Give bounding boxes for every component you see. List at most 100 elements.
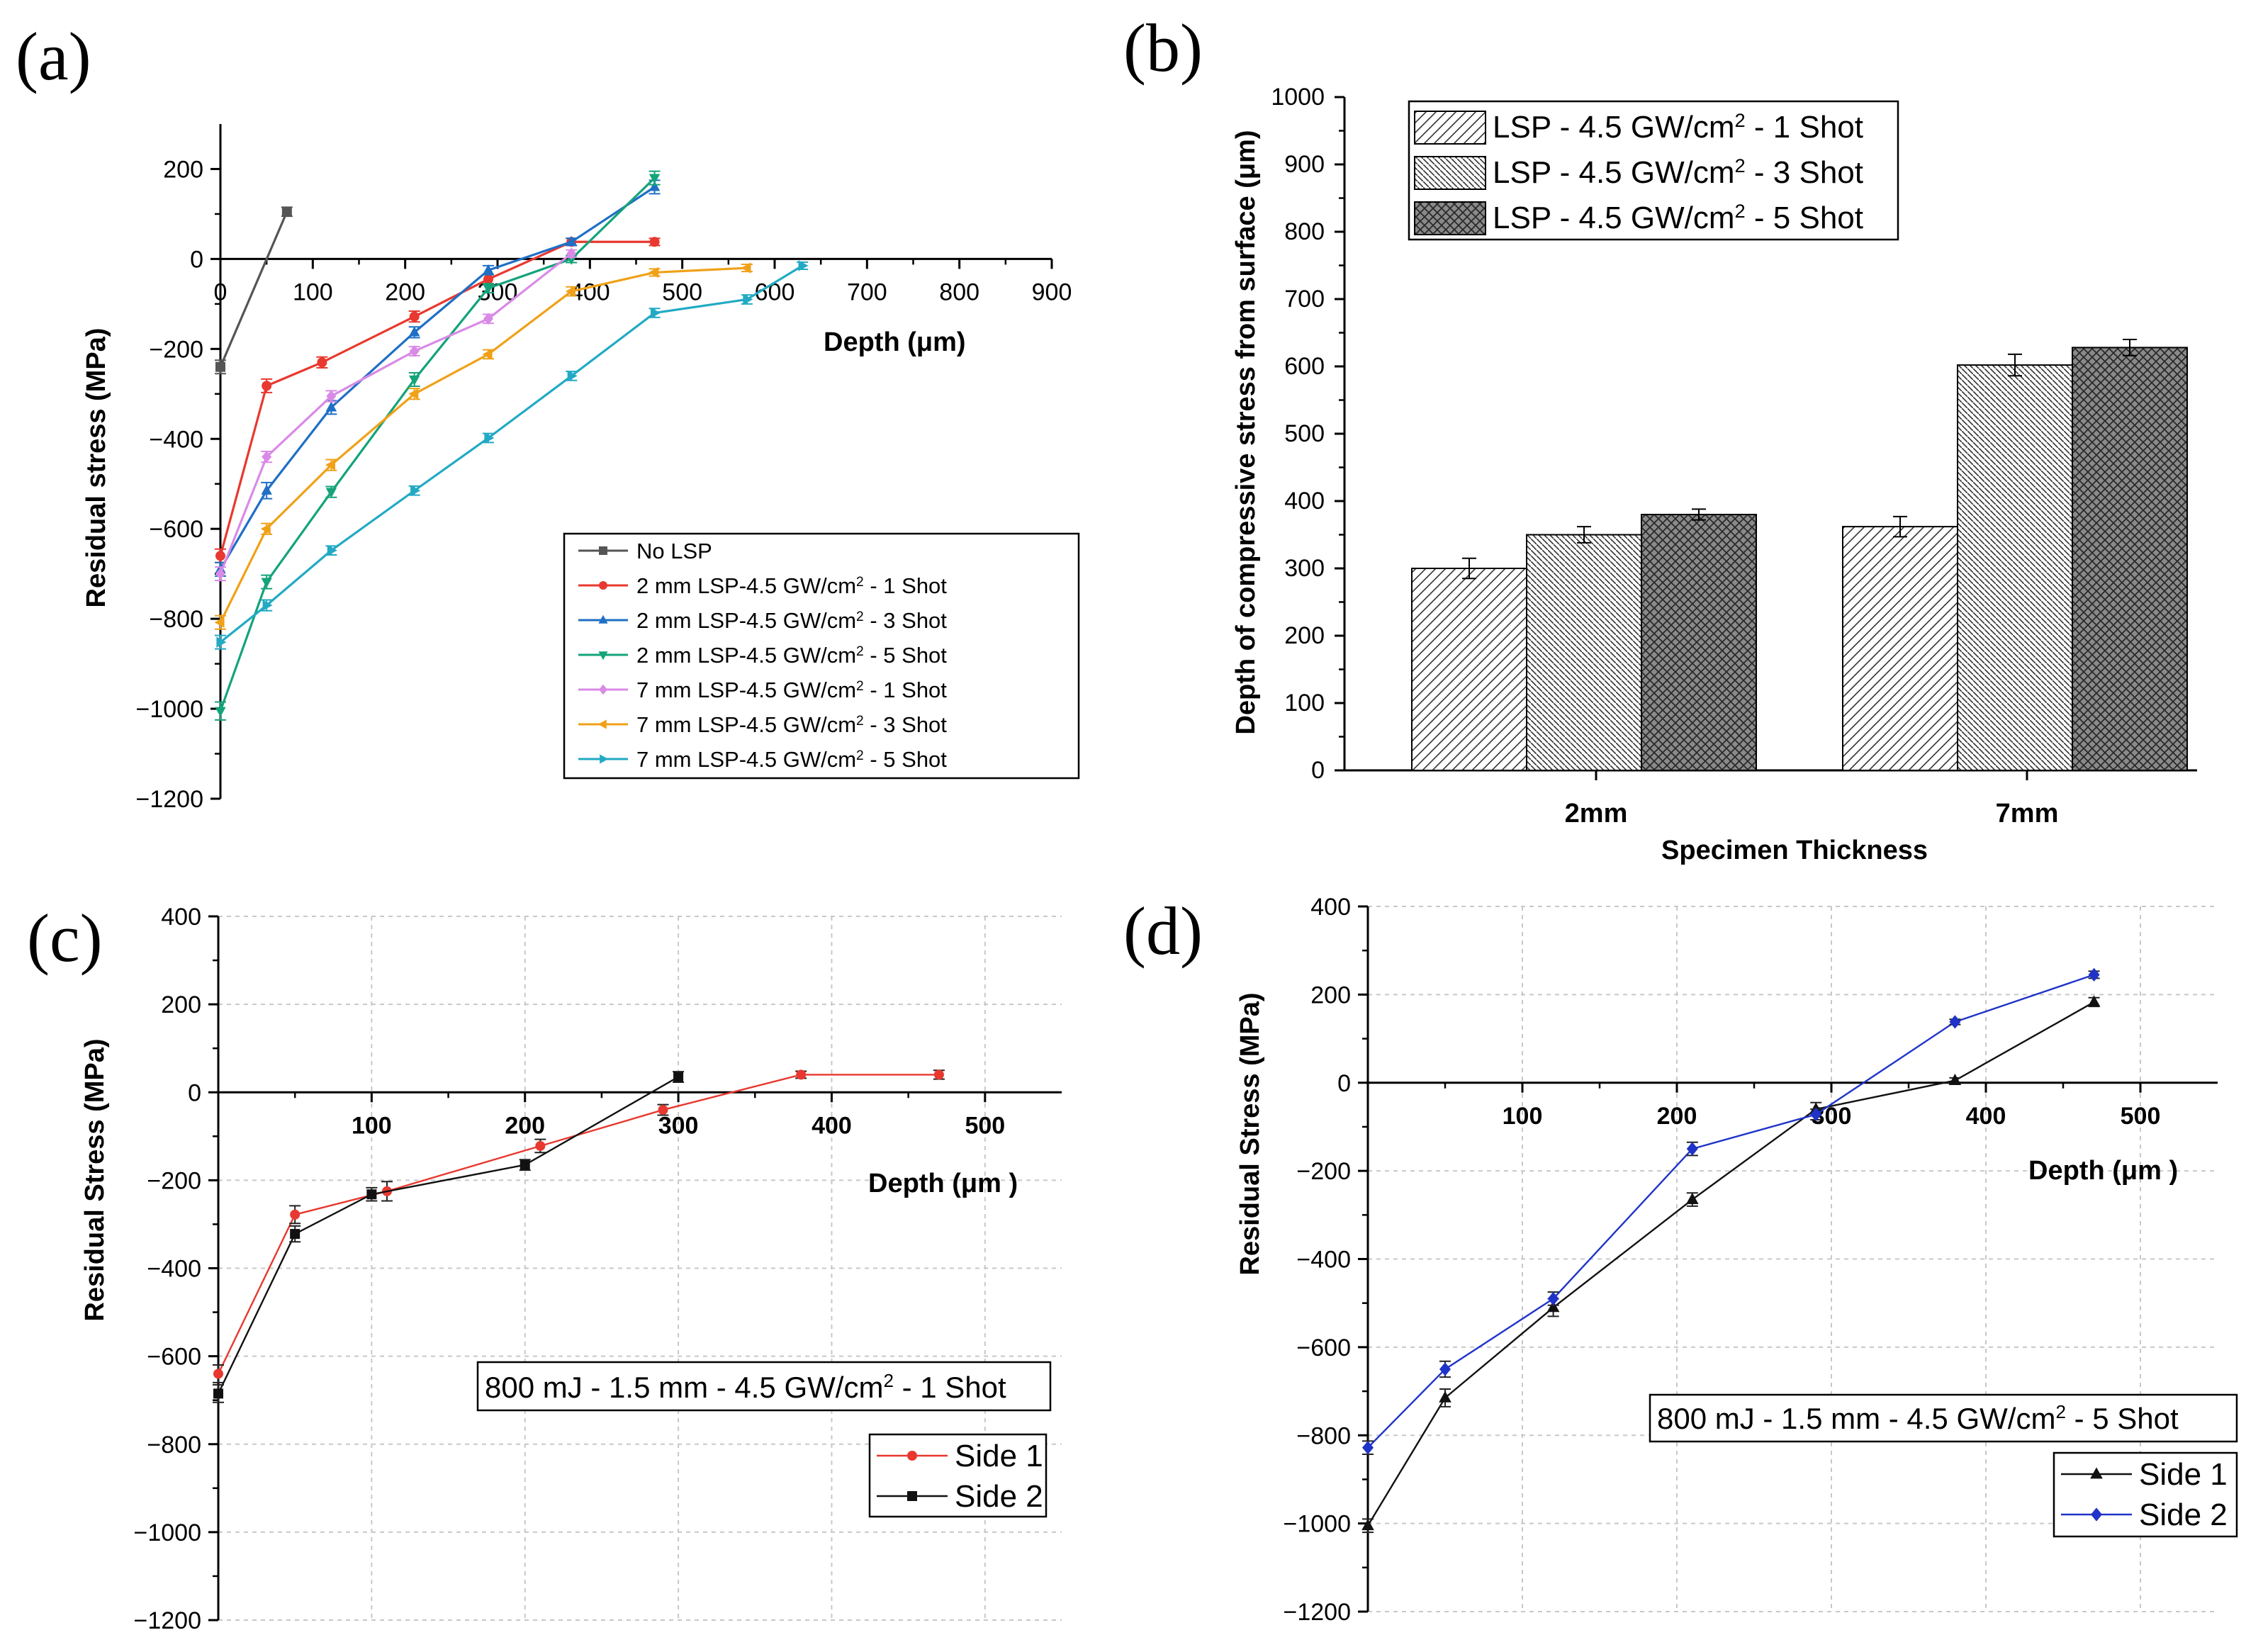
d-y-axis-title: Residual Stress (MPa) [1235, 992, 1265, 1275]
d-y-tick-3: −200 [1296, 1158, 1351, 1185]
a-x-tick-8: 800 [939, 279, 979, 305]
a-point-2-3 [409, 326, 420, 337]
b-y-tick-9: 900 [1284, 151, 1325, 178]
a-point-4-2 [326, 390, 337, 403]
d-annotation: 800 mJ - 1.5 mm - 4.5 GW/cm2 - 5 Shot [1649, 1393, 2238, 1443]
a-point-6-1 [262, 600, 273, 611]
d-x-tick-4: 500 [2121, 1103, 2161, 1130]
d-point-1-3 [1686, 1142, 1698, 1156]
d-series-line-0 [1366, 1001, 2095, 1527]
d-series-line-1 [1367, 974, 2094, 1449]
b-legend-swatch-0 [1414, 111, 1486, 145]
a-point-2-4 [483, 264, 494, 274]
a-point-2-6 [648, 181, 661, 191]
c-y-tick-7: −1000 [134, 1519, 202, 1546]
b-y-tick-7: 700 [1284, 286, 1325, 313]
d-point-0-3 [1686, 1192, 1699, 1204]
d-annotation-box [1649, 1393, 2238, 1443]
d-legend-box [2053, 1451, 2238, 1538]
c-annotation-text: 800 mJ - 1.5 mm - 4.5 GW/cm2 - 1 Shot [485, 1370, 1006, 1404]
a-legend-box [563, 532, 1080, 780]
a-point-1-3 [409, 311, 420, 322]
d-point-1-6 [2088, 967, 2100, 982]
c-legend: Side 1 Side 2 [868, 1433, 1048, 1518]
a-x-tick-2: 200 [385, 279, 425, 305]
b-errbar-0-1 [1893, 515, 1907, 538]
a-point-2-2 [325, 401, 337, 412]
a-point-3-4 [483, 284, 494, 295]
c-point-0-4 [658, 1105, 668, 1116]
panel-a: (a) 200 0 −200 −400 −600 −800 −1000 −1200 0 100 20… [16, 18, 1080, 813]
a-point-3-0 [215, 707, 226, 717]
a-legend-label-6: 7 mm LSP-4.5 GW/cm2 - 5 Shot [636, 747, 947, 772]
a-x-tick-1: 100 [293, 279, 333, 305]
b-bar-1-1 [1957, 364, 2073, 771]
d-y-tick-0: 400 [1310, 894, 1351, 921]
c-legend-marker-1 [907, 1491, 917, 1501]
d-point-1-5 [1949, 1015, 1961, 1029]
c-point-0-5 [796, 1069, 807, 1080]
b-errbar-0-0 [1462, 557, 1476, 580]
d-legend-label-0: Side 1 [2139, 1457, 2228, 1492]
c-point-0-1 [290, 1209, 301, 1220]
d-legend-label-1: Side 2 [2139, 1498, 2228, 1532]
a-point-0-1 [281, 206, 292, 217]
c-x-tick-0: 100 [352, 1112, 392, 1139]
panel-d: (d) 400 200 0 −200 −400 −600 −800 −1000 −1200 100… [1123, 893, 2238, 1626]
a-y-tick-6: −1000 [136, 696, 204, 723]
a-point-1-2 [317, 357, 327, 368]
b-legend-label-1: LSP - 4.5 GW/cm2 - 3 Shot [1493, 154, 1863, 191]
c-point-1-4 [673, 1072, 684, 1082]
c-point-0-6 [933, 1069, 944, 1080]
a-legend-marker-3 [598, 651, 608, 661]
a-point-3-1 [261, 578, 272, 588]
b-y-tick-8: 800 [1284, 218, 1325, 245]
b-legend-swatch-2 [1414, 201, 1486, 235]
a-x-tick-7: 700 [847, 279, 887, 305]
a-point-4-0 [215, 568, 225, 580]
a-point-1-1 [262, 381, 272, 391]
a-legend-label-1: 2 mm LSP-4.5 GW/cm2 - 1 Shot [636, 573, 947, 598]
a-point-3-6 [648, 174, 661, 184]
a-x-tick-5: 500 [662, 279, 702, 305]
b-category-1: 7mm [1996, 799, 2059, 828]
a-series-line-5 [219, 266, 747, 623]
c-y-tick-3: −200 [147, 1167, 201, 1194]
a-point-0-0 [215, 361, 225, 372]
a-point-5-4 [482, 349, 493, 360]
a-point-3-3 [409, 375, 420, 386]
b-y-tick-10: 1000 [1271, 84, 1325, 111]
a-legend: No LSP 2 mm LSP-4.5 GW/cm2 - 1 Shot 2 mm L… [563, 532, 1080, 780]
a-point-5-1 [260, 523, 271, 534]
d-point-1-1 [1439, 1362, 1451, 1376]
c-legend-marker-0 [907, 1451, 917, 1461]
b-bar-0-1 [1842, 526, 1958, 771]
panel-b-label: (b) [1123, 10, 1203, 86]
b-legend-label-2: LSP - 4.5 GW/cm2 - 5 Shot [1493, 200, 1863, 236]
a-point-1-0 [215, 551, 225, 561]
a-y-axis-title: Residual stress (MPa) [82, 328, 111, 608]
d-y-tick-1: 200 [1310, 982, 1351, 1008]
a-point-6-6 [650, 307, 661, 319]
a-point-4-4 [483, 313, 493, 325]
a-point-5-2 [325, 459, 335, 471]
a-legend-label-3: 2 mm LSP-4.5 GW/cm2 - 5 Shot [636, 643, 947, 668]
a-legend-marker-1 [599, 581, 607, 590]
d-point-0-2 [1546, 1300, 1560, 1313]
b-x-axis-title: Specimen Thickness [1661, 836, 1928, 865]
c-annotation-box [476, 1361, 1052, 1412]
a-series-line-4 [219, 252, 573, 575]
c-point-1-0 [213, 1388, 223, 1399]
d-annotation-text: 800 mJ - 1.5 mm - 4.5 GW/cm2 - 5 Shot [1657, 1401, 2179, 1435]
a-x-axis-title: Depth (μm) [824, 327, 966, 357]
d-point-1-2 [1547, 1291, 1559, 1306]
a-point-6-2 [327, 544, 337, 556]
d-point-0-5 [1948, 1074, 1962, 1086]
c-y-tick-6: −800 [147, 1432, 201, 1459]
a-point-3-2 [325, 488, 337, 498]
a-x-tick-0: 0 [214, 279, 228, 305]
a-y-tick-4: −600 [149, 516, 203, 543]
panel-d-label: (d) [1123, 893, 1203, 969]
b-y-tick-5: 500 [1284, 420, 1325, 447]
a-legend-marker-6 [600, 754, 609, 764]
